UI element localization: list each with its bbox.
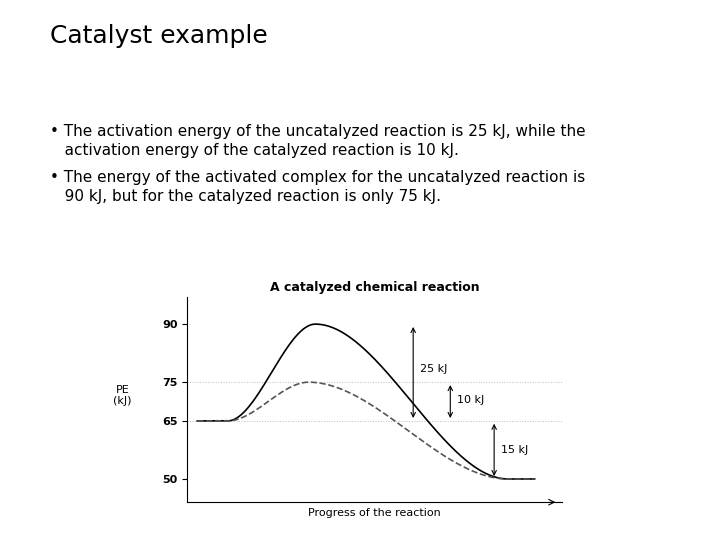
Text: 90 kJ, but for the catalyzed reaction is only 75 kJ.: 90 kJ, but for the catalyzed reaction is…: [50, 189, 441, 204]
Text: • The activation energy of the uncatalyzed reaction is 25 kJ, while the: • The activation energy of the uncatalyz…: [50, 124, 586, 139]
Text: • The energy of the activated complex for the uncatalyzed reaction is: • The energy of the activated complex fo…: [50, 170, 585, 185]
Text: 15 kJ: 15 kJ: [501, 445, 528, 455]
Title: A catalyzed chemical reaction: A catalyzed chemical reaction: [269, 281, 480, 294]
Text: activation energy of the catalyzed reaction is 10 kJ.: activation energy of the catalyzed react…: [50, 143, 459, 158]
Text: Catalyst example: Catalyst example: [50, 24, 268, 48]
Text: 10 kJ: 10 kJ: [457, 395, 485, 404]
X-axis label: Progress of the reaction: Progress of the reaction: [308, 508, 441, 518]
Text: 25 kJ: 25 kJ: [420, 363, 447, 374]
Text: PE
(kJ): PE (kJ): [113, 384, 132, 406]
